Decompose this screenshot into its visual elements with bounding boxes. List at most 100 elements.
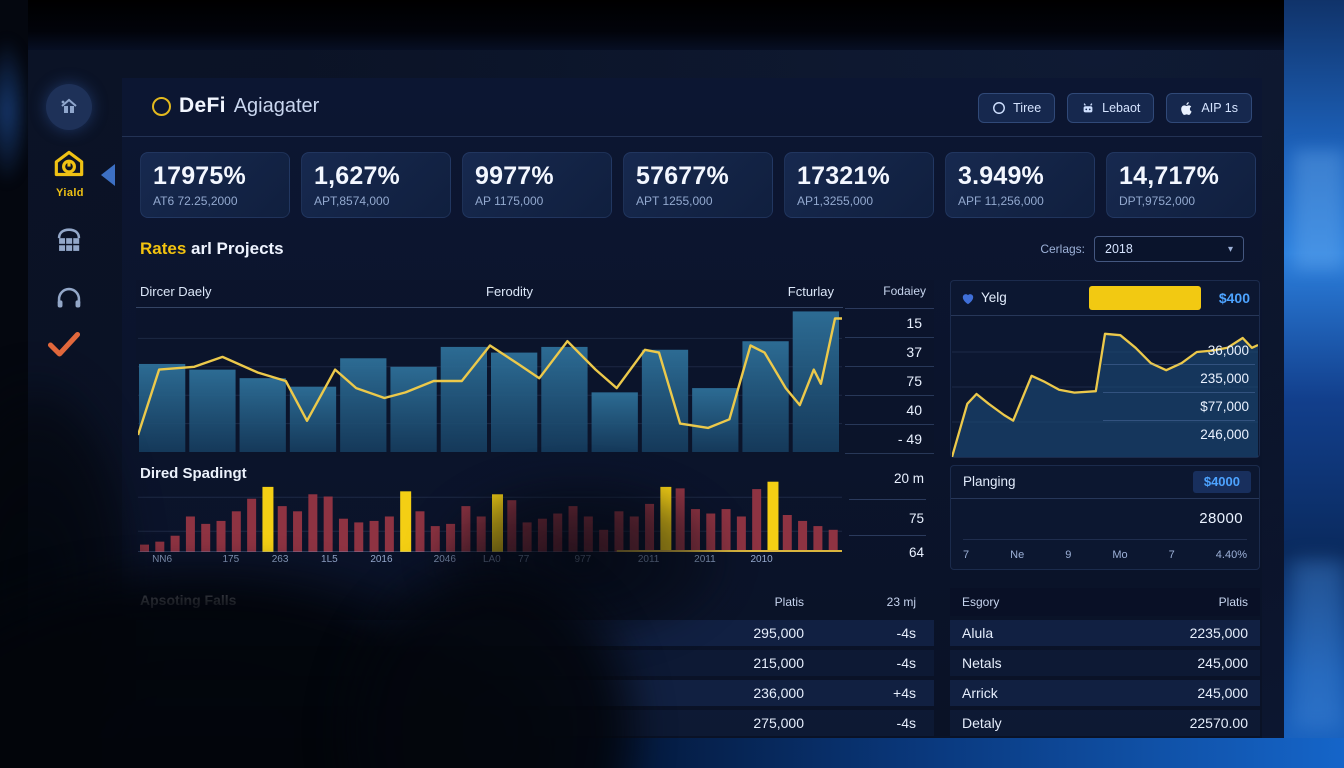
stat-card[interactable]: 17321% AP1,3255,000	[784, 152, 934, 218]
sidebar-item-home[interactable]	[46, 84, 92, 130]
sidebar-item-support[interactable]	[52, 282, 86, 316]
planging-footer-item: 7	[1168, 549, 1175, 561]
stat-sublabel: AT6 72.25,2000	[153, 194, 238, 208]
planging-badge[interactable]: $4000	[1192, 471, 1251, 493]
dired-bar	[216, 520, 226, 552]
check-icon	[47, 331, 81, 357]
dired-x-label: 2011	[694, 554, 716, 565]
esgory-table-header: Esgory Platis	[950, 588, 1260, 616]
stat-card[interactable]: 1,627% APT,8574,000	[301, 152, 451, 218]
robot-button[interactable]: Lebaot	[1067, 93, 1155, 123]
dired-bar	[675, 488, 685, 552]
theme-button-label: Tiree	[1013, 101, 1042, 115]
dired-bar	[614, 511, 624, 552]
yelg-header: Yelg $400	[951, 281, 1259, 316]
yelg-highlight-bar[interactable]	[1089, 286, 1201, 310]
stat-card[interactable]: 17975% AT6 72.25,2000	[140, 152, 290, 218]
table-row[interactable]: Arrick 245,000	[950, 680, 1260, 706]
dired-bar	[461, 506, 471, 552]
stat-sublabel: APF 11,256,000	[958, 194, 1044, 208]
dired-bar	[201, 523, 211, 552]
planging-footer-item: Ne	[1010, 549, 1025, 561]
rates-side-rows: 15 37 75 40- 49	[845, 308, 934, 454]
falls-col-platis: Platis	[774, 595, 804, 609]
stat-card[interactable]: 14,717% DPT,9752,000	[1106, 152, 1256, 218]
esgory-table: Esgory Platis Alula 2235,000 Netals 245,000…	[950, 588, 1260, 738]
logo-text-bold: DeFi	[179, 94, 226, 117]
dired-bar	[553, 513, 563, 552]
planging-panel: Planging $4000 28000 7 Ne 9 Mo 7 4.40%	[950, 465, 1260, 570]
planging-footer: 7 Ne 9 Mo 7 4.40%	[963, 539, 1247, 561]
stat-sublabel: APT,8574,000	[314, 194, 390, 208]
table-row[interactable]: 236,000 +4s	[136, 680, 934, 706]
dired-bar	[323, 496, 333, 552]
table-row[interactable]: 215,000 -4s	[136, 650, 934, 676]
background-window-pane	[1292, 560, 1344, 730]
header-buttons: Tiree Lebaot AIP 1s	[978, 93, 1252, 123]
dired-bar	[446, 523, 456, 552]
dired-bar	[293, 511, 303, 552]
stat-card[interactable]: 3.949% APF 11,256,000	[945, 152, 1095, 218]
cell-value: -4s	[896, 655, 916, 671]
table-row[interactable]: 275,000 -4s	[136, 710, 934, 736]
period-select[interactable]: 2018 ▾	[1094, 236, 1244, 262]
theme-button[interactable]: Tiree	[978, 93, 1056, 123]
yelg-area	[952, 333, 1258, 457]
cell-value: 215,000	[753, 655, 804, 671]
table-row[interactable]: Detaly 22570.00	[950, 710, 1260, 736]
stat-value: 3.949%	[958, 162, 1044, 190]
dired-bar	[721, 509, 731, 552]
dired-side-column: 20 m 75 64	[845, 465, 934, 570]
dired-bar	[599, 529, 609, 552]
dired-side-divider	[849, 499, 926, 500]
planging-footer-item: 7	[963, 549, 970, 561]
dired-bar	[170, 535, 180, 552]
yelg-value-label: $77,000	[1103, 393, 1255, 421]
cell-value: 2235,000	[1189, 625, 1248, 641]
planging-footer-item: 9	[1065, 549, 1072, 561]
dired-bar	[415, 511, 425, 552]
apple-button-label: AIP 1s	[1201, 101, 1238, 115]
table-row[interactable]: Alula 2235,000	[950, 620, 1260, 646]
rates-panel: Dircer Daely Ferodity Fcturlay Fodaiey 1…	[136, 280, 934, 458]
dired-bar	[277, 506, 287, 552]
cell-value: Netals	[962, 655, 1002, 671]
stat-card[interactable]: 57677% APT 1255,000	[623, 152, 773, 218]
table-row[interactable]: 295,000 -4s	[136, 620, 934, 646]
dired-bar	[537, 518, 547, 552]
rates-bar	[692, 388, 739, 452]
apple-button[interactable]: AIP 1s	[1166, 93, 1252, 123]
dired-x-label: NN6	[152, 554, 173, 565]
sidebar-item-done[interactable]	[46, 330, 82, 360]
active-item-pointer-icon	[101, 164, 115, 186]
stat-card[interactable]: 9977% AP 1175,000	[462, 152, 612, 218]
cell-value: 236,000	[753, 685, 804, 701]
yelg-value-label: 246,000	[1200, 427, 1249, 442]
period-select-value: 2018	[1105, 242, 1133, 256]
dired-bar	[140, 544, 149, 552]
rates-bar	[390, 366, 437, 452]
dired-bar	[308, 494, 318, 552]
rates-side-value: - 49	[845, 425, 934, 454]
cell-value: 22570.00	[1189, 715, 1248, 731]
sidebar-item-apps[interactable]	[52, 224, 86, 258]
dired-bar	[185, 516, 195, 552]
dashboard: DeFi Agiagater Tiree Lebaot	[122, 78, 1262, 740]
yelg-value-labels: 36,000 235,000 $77,000 246,000	[1103, 337, 1255, 448]
background-light-left	[0, 36, 30, 186]
dired-bar	[782, 515, 792, 552]
dashboard-header: DeFi Agiagater Tiree Lebaot	[122, 78, 1262, 137]
window-grid-icon	[57, 228, 81, 251]
dired-x-label: LA0	[482, 554, 501, 565]
rates-side-value: 75	[845, 367, 934, 396]
dired-x-label: 2011	[637, 554, 660, 565]
cell-value: 245,000	[1197, 655, 1248, 671]
dired-bar	[828, 529, 838, 552]
sidebar-item-yield[interactable]	[50, 146, 88, 184]
table-row[interactable]: Netals 245,000	[950, 650, 1260, 676]
dired-side-value: 64	[908, 545, 924, 560]
dired-bar	[706, 513, 716, 552]
stat-value: 14,717%	[1119, 162, 1220, 190]
rates-side-value: 37	[845, 338, 934, 367]
apple-icon	[1181, 101, 1192, 115]
